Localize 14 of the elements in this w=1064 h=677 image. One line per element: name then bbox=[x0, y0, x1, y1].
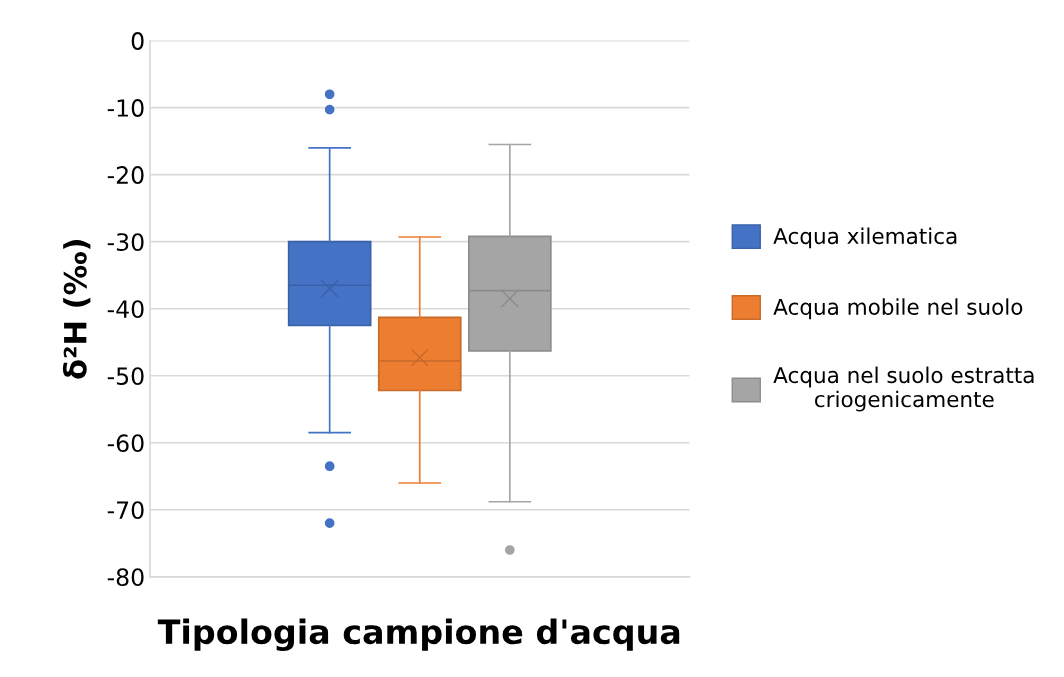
y-tick-label: -70 bbox=[107, 501, 144, 520]
y-tick-label: -60 bbox=[107, 434, 144, 453]
y-axis-title: δ²H (‰) bbox=[62, 240, 91, 379]
y-tick-label: 0 bbox=[131, 32, 144, 50]
legend-label: Acqua mobile nel suolo bbox=[773, 298, 1023, 320]
y-tick-label: -20 bbox=[107, 166, 144, 184]
y-tick-label: -50 bbox=[107, 367, 144, 386]
x-axis-title: Tipologia campione d'acqua bbox=[157, 618, 680, 651]
y-tick-label: -40 bbox=[107, 300, 144, 319]
legend-label: Acqua xilematica bbox=[773, 227, 957, 249]
y-tick-label: -30 bbox=[107, 233, 144, 251]
legend-label: Acqua nel suolo estratta criogenicamente bbox=[773, 366, 1034, 412]
y-tick-label: -80 bbox=[107, 568, 144, 587]
y-tick-label: -10 bbox=[107, 99, 144, 117]
